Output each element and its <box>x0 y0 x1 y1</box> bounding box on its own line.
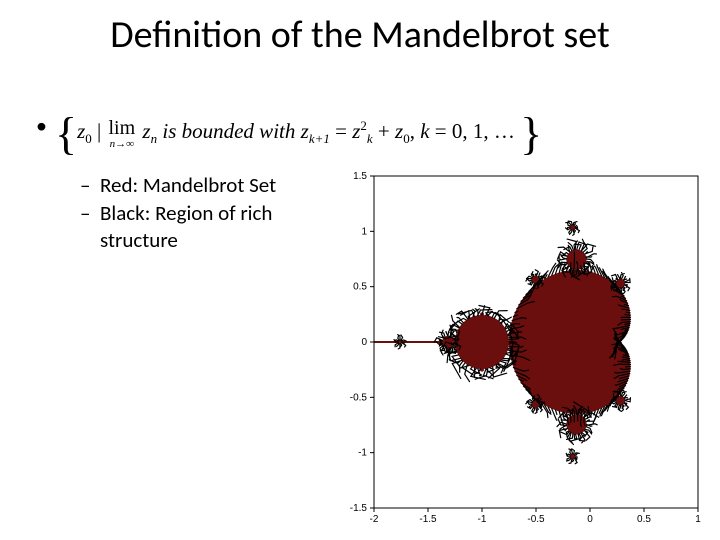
legend-item-red: – Red: Mandelbrot Set <box>80 172 320 198</box>
formula-zn: zn <box>142 119 157 143</box>
svg-text:0: 0 <box>587 514 593 525</box>
formula-z0b: z0 <box>395 119 410 143</box>
top-bullet-dot: • <box>36 112 47 139</box>
definition-formula: {z0 | lim n→∞ zn is bounded with zk+1 = … <box>55 96 695 156</box>
formula-lim: lim n→∞ <box>109 117 136 150</box>
svg-text:-0.5: -0.5 <box>527 514 545 525</box>
svg-text:-1: -1 <box>358 448 367 459</box>
svg-text:1: 1 <box>361 226 367 237</box>
formula-kvar: k <box>420 119 429 143</box>
svg-text:-0.5: -0.5 <box>350 392 368 403</box>
formula-plus: + <box>373 119 395 143</box>
formula-eq1: = <box>330 119 352 143</box>
dash-icon: – <box>80 200 100 253</box>
formula-zkp1: zk+1 <box>301 119 330 143</box>
svg-text:0.5: 0.5 <box>353 282 367 293</box>
svg-text:0: 0 <box>361 337 367 348</box>
svg-text:1: 1 <box>695 514 701 525</box>
svg-text:-1.5: -1.5 <box>350 503 368 514</box>
formula-krange: 0, 1, … <box>452 119 515 143</box>
formula-eq2: = <box>430 119 452 143</box>
formula-zk: z2k <box>352 119 372 143</box>
svg-text:-1.5: -1.5 <box>419 514 437 525</box>
brace-left: { <box>55 108 77 159</box>
legend-item-black: – Black: Region of rich structure <box>80 200 320 253</box>
mandelbrot-plot: -2-1.5-1-0.500.51-1.5-1-0.500.511.5 <box>338 170 710 530</box>
svg-text:-2: -2 <box>370 514 379 525</box>
formula-bar: | <box>97 119 101 143</box>
svg-text:1.5: 1.5 <box>353 171 367 182</box>
legend-red-text: Red: Mandelbrot Set <box>100 172 276 198</box>
brace-right: } <box>520 108 542 159</box>
svg-text:-1: -1 <box>478 514 487 525</box>
page-title: Definition of the Mandelbrot set <box>0 12 720 58</box>
legend-black-text: Black: Region of rich structure <box>100 200 320 253</box>
legend-list: – Red: Mandelbrot Set – Black: Region of… <box>80 172 320 255</box>
svg-text:0.5: 0.5 <box>637 514 651 525</box>
dash-icon: – <box>80 172 100 198</box>
formula-z0: z0 <box>77 119 92 143</box>
formula-middle: is bounded with <box>157 119 301 143</box>
formula-comma: , <box>410 119 421 143</box>
